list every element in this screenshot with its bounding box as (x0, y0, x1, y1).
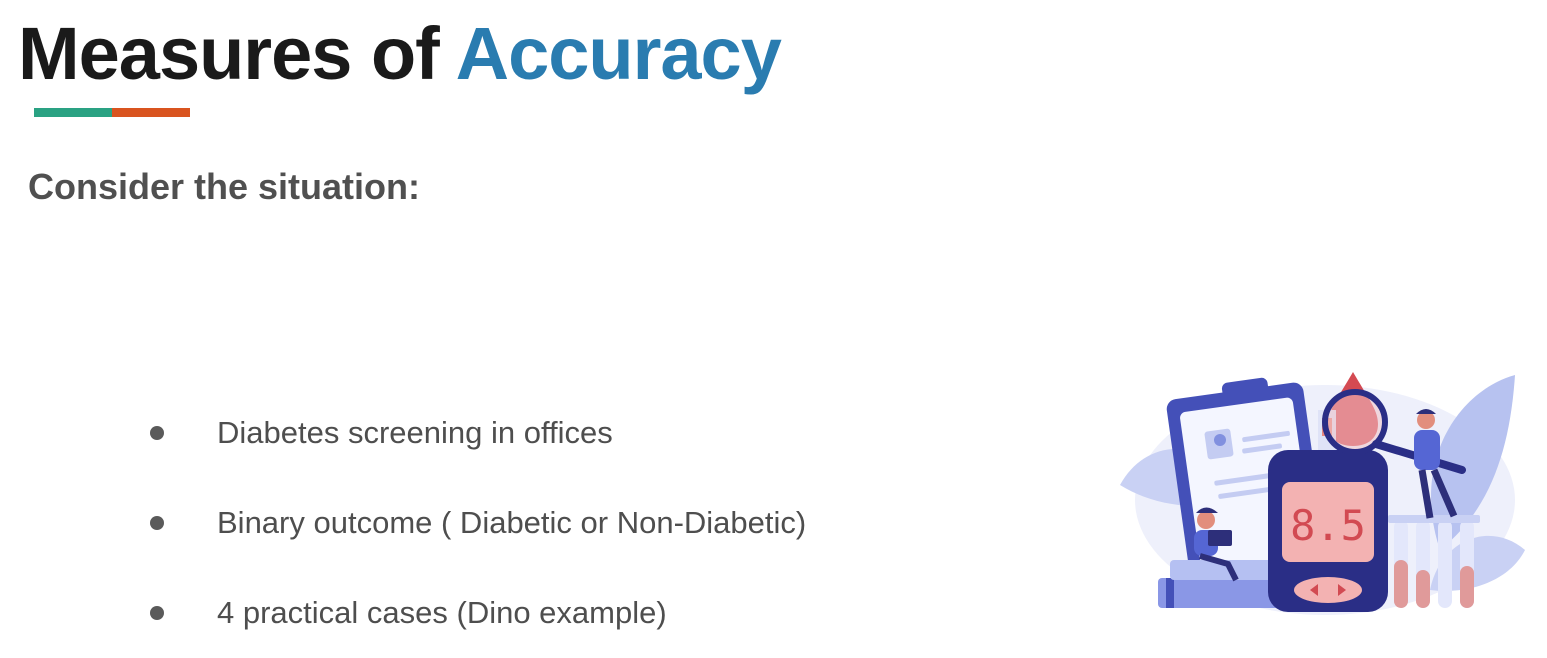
title-text-main: Measures of (18, 12, 456, 95)
bullet-item: 4 practical cases (Dino example) (150, 568, 806, 658)
meter-reading: 8.5 (1290, 501, 1366, 550)
bullet-list: Diabetes screening in offices Binary out… (150, 388, 806, 658)
bullet-text: 4 practical cases (Dino example) (217, 595, 667, 630)
medical-illustration-icon: 8.5 (1120, 372, 1525, 615)
bullet-item: Diabetes screening in offices (150, 388, 806, 478)
title-text-accent: Accuracy (455, 12, 782, 95)
bullet-text: Diabetes screening in offices (217, 415, 613, 450)
bullet-dot-icon (150, 426, 164, 440)
slide-subtitle: Consider the situation: (28, 166, 421, 207)
glucose-meter-illustration: 8.5 (1110, 350, 1530, 620)
bullet-text: Binary outcome ( Diabetic or Non-Diabeti… (217, 505, 807, 540)
underline-green-segment (34, 108, 112, 117)
slide-title: Measures of Accuracy (18, 6, 782, 102)
title-underline (34, 108, 190, 117)
underline-orange-segment (112, 108, 190, 117)
bullet-dot-icon (150, 606, 164, 620)
bullet-item: Binary outcome ( Diabetic or Non-Diabeti… (150, 478, 806, 568)
bullet-dot-icon (150, 516, 164, 530)
